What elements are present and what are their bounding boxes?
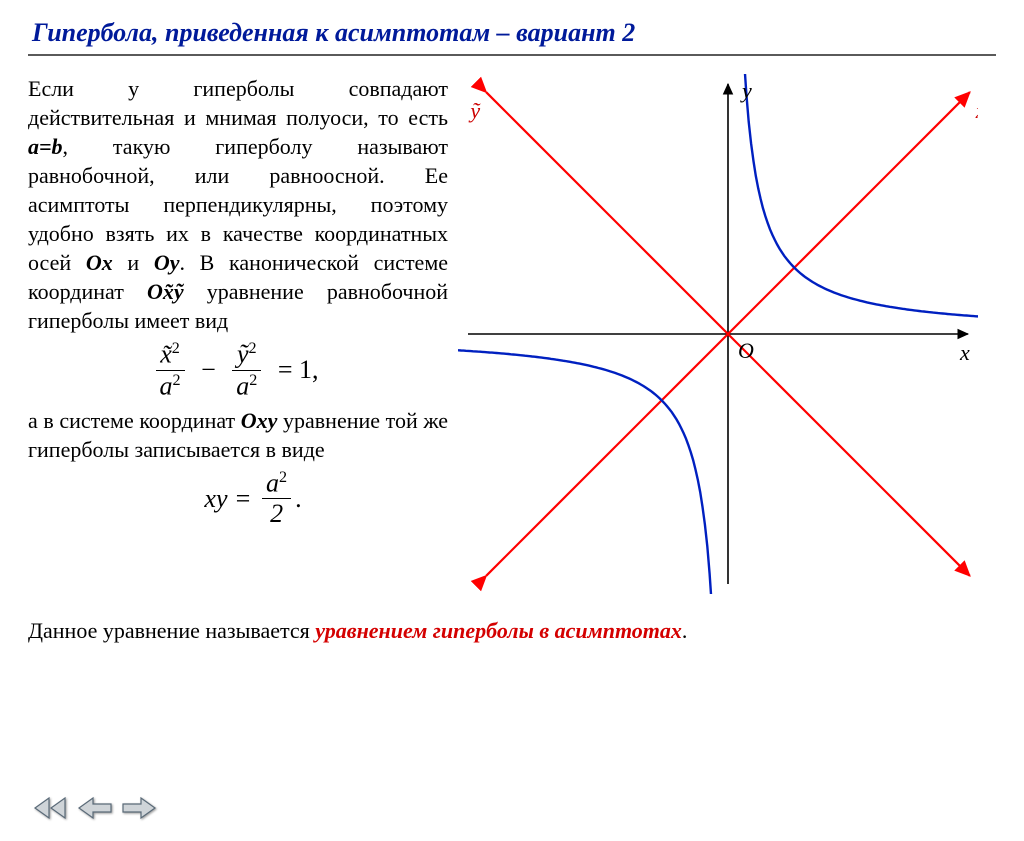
axis-oy: Oy bbox=[154, 250, 180, 275]
left-arrow-icon bbox=[75, 794, 115, 822]
nav-first-button[interactable] bbox=[30, 793, 72, 823]
formula2-lhs: xy = bbox=[204, 483, 251, 512]
svg-text:y: y bbox=[740, 78, 752, 103]
formula-1: x̃2 a2 − ỹ2 a2 = 1, bbox=[28, 341, 448, 399]
formula1-rhs: = 1, bbox=[278, 355, 319, 384]
svg-text:x̃: x̃ bbox=[975, 98, 978, 123]
and-word: и bbox=[113, 250, 154, 275]
nav-prev-button[interactable] bbox=[74, 793, 116, 823]
formula-2: xy = a2 2 . bbox=[28, 470, 448, 528]
paragraph-2: а в системе координат Oxy уравнение той … bbox=[28, 406, 448, 464]
text-column: Если у гиперболы совпадают действительна… bbox=[28, 74, 448, 533]
svg-text:ỹ: ỹ bbox=[468, 98, 481, 123]
formula2-tail: . bbox=[295, 483, 302, 512]
axis-ox: Ox bbox=[86, 250, 113, 275]
page-title: Гипербола, приведенная к асимптотам – ва… bbox=[32, 18, 996, 48]
a-eq-b: a=b bbox=[28, 134, 63, 159]
paragraph-1: Если у гиперболы совпадают действительна… bbox=[28, 74, 448, 335]
oxy-plain: Oxy bbox=[241, 408, 278, 433]
p1-a: Если у гиперболы совпадают действительна… bbox=[28, 76, 448, 130]
bottom-tail: . bbox=[682, 618, 688, 643]
nav-icons bbox=[30, 793, 160, 823]
svg-text:x: x bbox=[959, 340, 970, 365]
bottom-statement: Данное уравнение называется уравнением г… bbox=[28, 618, 996, 644]
bottom-emphasis: уравнением гиперболы в асимптотах bbox=[315, 618, 682, 643]
p2-a: а в системе координат bbox=[28, 408, 241, 433]
svg-text:O: O bbox=[738, 338, 754, 363]
hyperbola-chart: x y Ox̃ ỹ bbox=[458, 74, 978, 594]
right-arrow-icon bbox=[119, 794, 159, 822]
nav-next-button[interactable] bbox=[118, 793, 160, 823]
frac-a2: a2 2 bbox=[262, 470, 291, 528]
oxy-tilde: Ox̃ỹ bbox=[147, 279, 184, 304]
title-divider bbox=[28, 54, 996, 56]
frac-xtilde: x̃2 a2 bbox=[156, 341, 185, 399]
bottom-prefix: Данное уравнение называется bbox=[28, 618, 315, 643]
double-left-arrow-icon bbox=[31, 794, 71, 822]
frac-ytilde: ỹ2 a2 bbox=[232, 341, 261, 399]
